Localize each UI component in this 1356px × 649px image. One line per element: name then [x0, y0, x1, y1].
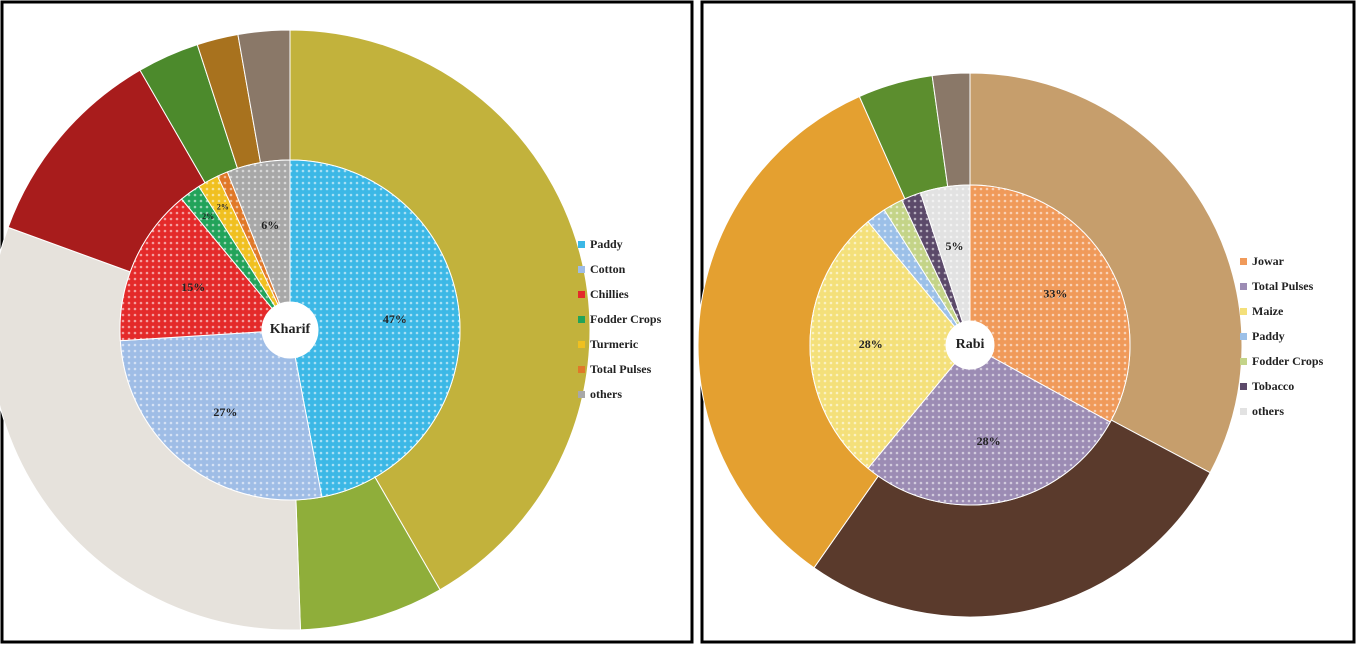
legend-swatch: [1240, 308, 1247, 315]
legend-swatch: [578, 266, 585, 273]
legend-label: Turmeric: [590, 337, 639, 351]
data-label: 2%: [202, 212, 214, 221]
data-label: 27%: [213, 405, 237, 419]
legend-label: others: [590, 387, 622, 401]
legend-swatch: [1240, 408, 1247, 415]
slice-pattern: [227, 160, 290, 304]
data-label: 15%: [181, 280, 205, 294]
legend-label: Total Pulses: [590, 362, 652, 376]
legend-label: Paddy: [1252, 329, 1285, 343]
data-label: 28%: [977, 434, 1001, 448]
data-label: 6%: [261, 218, 279, 232]
legend-swatch: [578, 366, 585, 373]
legend-label: Fodder Crops: [590, 312, 662, 326]
slice-pattern: [198, 176, 279, 307]
slice-pattern: [970, 185, 1130, 423]
data-label: 2%: [217, 203, 229, 212]
center-title: Kharif: [270, 322, 311, 337]
legend-label: Maize: [1252, 304, 1284, 318]
legend-label: others: [1252, 404, 1284, 418]
slice-pattern: [181, 186, 275, 309]
slice-pattern: [868, 356, 1111, 505]
legend-swatch: [578, 241, 585, 248]
data-label: 47%: [383, 312, 407, 326]
legend-swatch: [1240, 383, 1247, 390]
slice-pattern: [868, 209, 958, 327]
legend-label: Fodder Crops: [1252, 354, 1324, 368]
legend-swatch: [1240, 283, 1247, 290]
data-label: 28%: [859, 337, 883, 351]
legend-label: Paddy: [590, 237, 623, 251]
legend-swatch: [578, 316, 585, 323]
legend-label: Jowar: [1252, 254, 1285, 268]
slice-pattern: [120, 199, 273, 341]
slice-pattern: [884, 200, 960, 325]
legend-swatch: [578, 291, 585, 298]
data-label: 5%: [945, 239, 963, 253]
legend-swatch: [578, 391, 585, 398]
hole: [946, 321, 994, 369]
slice-pattern: [290, 160, 461, 497]
legend-label: Total Pulses: [1252, 279, 1314, 293]
slice-pattern: [920, 185, 970, 323]
legend-swatch: [1240, 333, 1247, 340]
slice-pattern: [901, 192, 963, 324]
center-title: Rabi: [956, 337, 985, 352]
legend-label: Cotton: [590, 262, 626, 276]
legend-swatch: [1240, 258, 1247, 265]
slice-pattern: [120, 331, 322, 500]
legend-swatch: [578, 341, 585, 348]
legend-label: Tobacco: [1252, 379, 1294, 393]
data-label: 33%: [1043, 286, 1067, 300]
hole: [262, 302, 318, 358]
legend-label: Chillies: [590, 287, 629, 301]
slice-pattern: [217, 171, 280, 305]
legend-swatch: [1240, 358, 1247, 365]
